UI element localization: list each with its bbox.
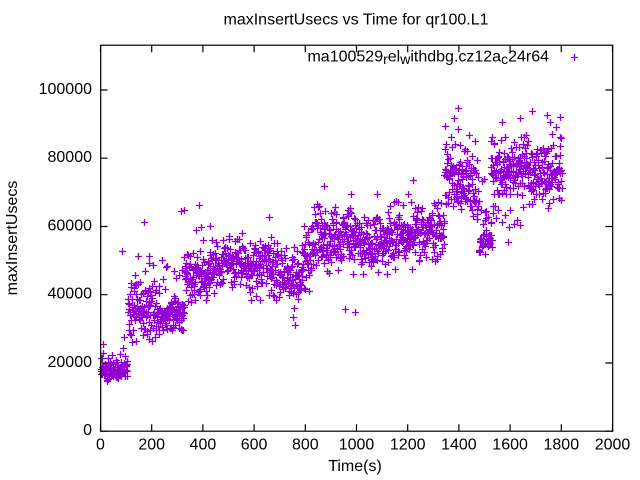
svg-text:0: 0 (96, 437, 105, 454)
svg-text:0: 0 (83, 422, 92, 439)
svg-text:1800: 1800 (544, 437, 580, 454)
svg-text:60000: 60000 (48, 218, 93, 235)
svg-text:1200: 1200 (390, 437, 426, 454)
svg-text:1000: 1000 (339, 437, 375, 454)
svg-text:40000: 40000 (48, 286, 93, 303)
svg-text:80000: 80000 (48, 149, 93, 166)
svg-text:maxInsertUsecs vs Time for qr1: maxInsertUsecs vs Time for qr100.L1 (224, 12, 489, 29)
svg-text:2000: 2000 (595, 437, 631, 454)
svg-text:800: 800 (292, 437, 319, 454)
svg-text:ma100529relwithdbg.cz12ac24r64: ma100529relwithdbg.cz12ac24r64 (307, 49, 549, 68)
svg-text:1600: 1600 (492, 437, 528, 454)
svg-text:Time(s): Time(s) (328, 458, 382, 475)
svg-text:maxInsertUsecs: maxInsertUsecs (4, 181, 21, 296)
svg-text:20000: 20000 (48, 354, 93, 371)
svg-text:600: 600 (241, 437, 268, 454)
svg-text:1400: 1400 (441, 437, 477, 454)
svg-text:400: 400 (190, 437, 217, 454)
svg-text:200: 200 (138, 437, 165, 454)
svg-text:100000: 100000 (39, 81, 92, 98)
